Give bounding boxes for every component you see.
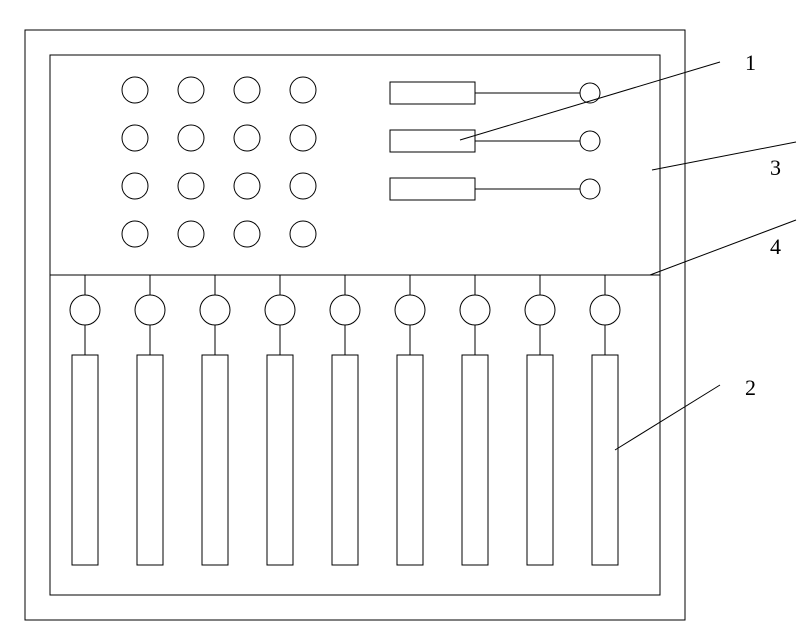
- callout-label-1: 1: [745, 50, 756, 75]
- callout-label-3: 3: [770, 155, 781, 180]
- diagram-svg: 1 3 4 2: [0, 0, 800, 642]
- callout-label-4: 4: [770, 234, 781, 259]
- callout-label-2: 2: [745, 375, 756, 400]
